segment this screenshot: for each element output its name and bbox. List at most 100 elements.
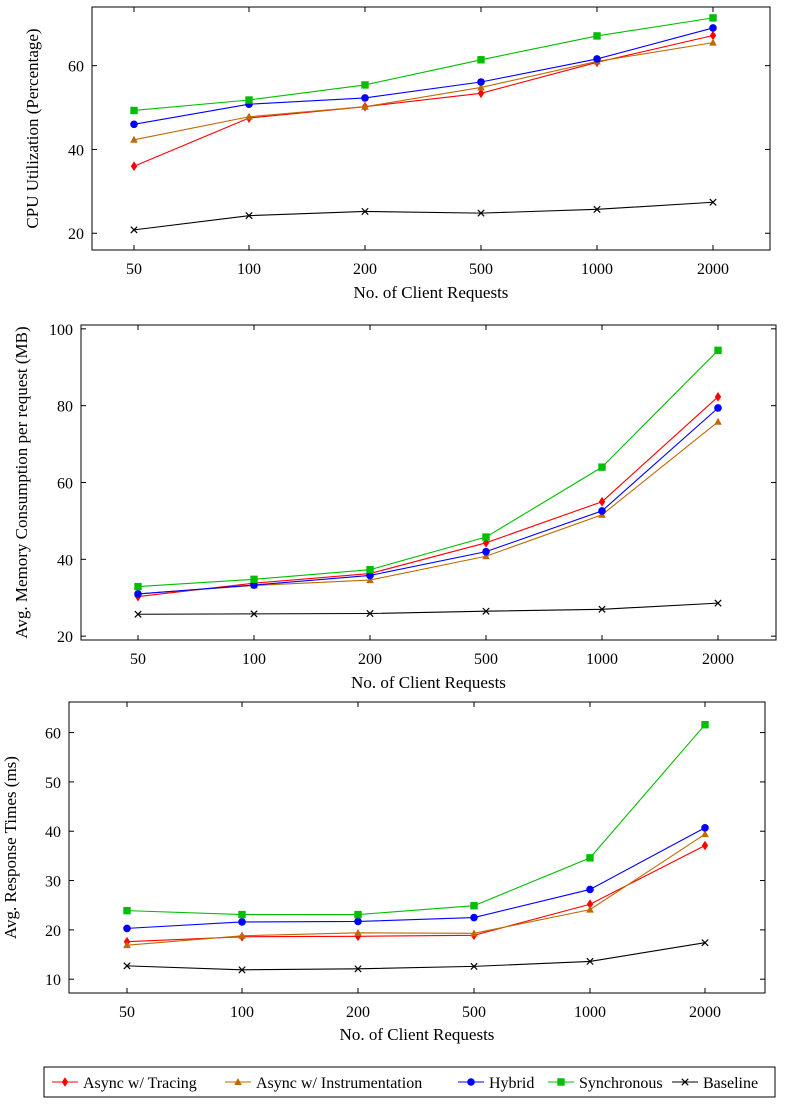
data-point: [586, 957, 594, 966]
series-async-w-tracing: [130, 30, 717, 172]
data-point: [593, 205, 601, 213]
x-tick-label: 50: [119, 1004, 135, 1021]
data-point: [477, 56, 485, 64]
x-tick-label: 1000: [574, 1004, 606, 1021]
data-point: [709, 24, 717, 32]
series-line: [133, 201, 714, 231]
y-tick-label: 40: [45, 824, 61, 841]
series-baseline: [130, 198, 717, 234]
data-point: [130, 106, 138, 115]
legend-item: Synchronous: [548, 1075, 663, 1092]
data-point: [709, 14, 717, 22]
y-tick-label: 20: [68, 226, 84, 243]
series-line: [133, 42, 714, 141]
series-line: [133, 17, 714, 112]
x-tick-label: 500: [469, 261, 493, 278]
data-point: [714, 346, 722, 355]
data-point: [123, 924, 131, 933]
data-point: [130, 135, 138, 143]
x-tick-label: 100: [230, 1004, 254, 1021]
data-point: [701, 939, 709, 947]
legend-marker: [681, 1078, 689, 1086]
data-point: [134, 590, 142, 598]
data-point: [130, 226, 138, 234]
y-tick-label: 50: [45, 775, 61, 792]
legend: Async w/ Tracing Async w/ Instrumentation…: [43, 1066, 776, 1098]
plot-frame: [68, 701, 766, 994]
y-tick-label: 60: [68, 59, 84, 76]
series-async-w-instrumentation: [123, 830, 709, 949]
data-point: [245, 112, 253, 120]
series-async-w-tracing: [123, 840, 709, 947]
y-axis-label: CPU Utilization (Percentage): [23, 28, 42, 228]
data-point: [238, 966, 246, 974]
data-point: [709, 38, 717, 46]
data-point: [354, 910, 362, 919]
x-tick-label: 500: [474, 651, 498, 668]
data-point: [701, 840, 709, 851]
series-line: [126, 724, 706, 916]
data-point: [477, 83, 485, 91]
data-point: [238, 910, 246, 919]
data-point: [701, 830, 709, 838]
series-hybrid: [134, 404, 722, 598]
data-point: [366, 609, 374, 618]
x-tick-label: 2000: [697, 261, 729, 278]
data-point: [238, 918, 246, 926]
y-tick-label: 40: [57, 552, 73, 569]
y-tick-label: 60: [57, 476, 73, 493]
data-point: [714, 392, 722, 402]
legend-item: Baseline: [672, 1075, 758, 1092]
x-axis-label: No. of Client Requests: [340, 1025, 495, 1044]
data-point: [354, 965, 362, 973]
series-line: [137, 602, 719, 615]
data-point: [598, 507, 606, 515]
y-tick-label: 80: [57, 399, 73, 416]
series-line: [133, 34, 714, 167]
data-point: [482, 547, 490, 556]
x-tick-label: 100: [242, 651, 266, 668]
series-synchronous: [134, 346, 722, 591]
y-tick-label: 100: [49, 322, 73, 339]
data-point: [470, 913, 478, 922]
x-tick-label: 200: [346, 1004, 370, 1021]
data-point: [123, 941, 131, 949]
data-point: [366, 571, 374, 580]
legend-label: Synchronous: [579, 1075, 663, 1092]
data-point: [130, 161, 138, 172]
legend-marker: [61, 1077, 69, 1087]
data-point: [598, 605, 606, 613]
series-line: [137, 349, 719, 588]
data-point: [238, 931, 246, 939]
chart-1: 20 40 60 50 100 200 500 1000 2000 No. of Client R…: [23, 6, 771, 302]
data-point: [366, 566, 374, 574]
data-point: [593, 55, 601, 63]
data-point: [470, 929, 478, 937]
data-point: [361, 81, 369, 89]
legend-marker: [234, 1078, 242, 1085]
data-point: [470, 962, 478, 970]
data-point: [586, 854, 594, 862]
y-tick-label: 60: [45, 726, 61, 743]
data-point: [714, 599, 722, 607]
data-point: [245, 212, 253, 220]
legend-item: Hybrid: [458, 1075, 534, 1092]
series-async-w-tracing: [134, 392, 722, 602]
data-point: [482, 552, 490, 560]
series-hybrid: [130, 24, 717, 129]
x-tick-label: 100: [237, 261, 261, 278]
legend-label: Async w/ Tracing: [83, 1075, 197, 1092]
y-tick-label: 40: [68, 142, 84, 159]
data-point: [482, 607, 490, 615]
data-point: [470, 902, 478, 910]
x-axis-label: No. of Client Requests: [351, 673, 506, 692]
x-tick-label: 500: [462, 1004, 486, 1021]
y-tick-label: 10: [45, 972, 61, 989]
data-point: [598, 496, 606, 507]
data-point: [361, 94, 369, 102]
y-tick-label: 20: [45, 923, 61, 940]
series-baseline: [123, 939, 709, 974]
y-axis-label: Avg. Response Times (ms): [1, 756, 20, 939]
data-point: [701, 823, 709, 832]
